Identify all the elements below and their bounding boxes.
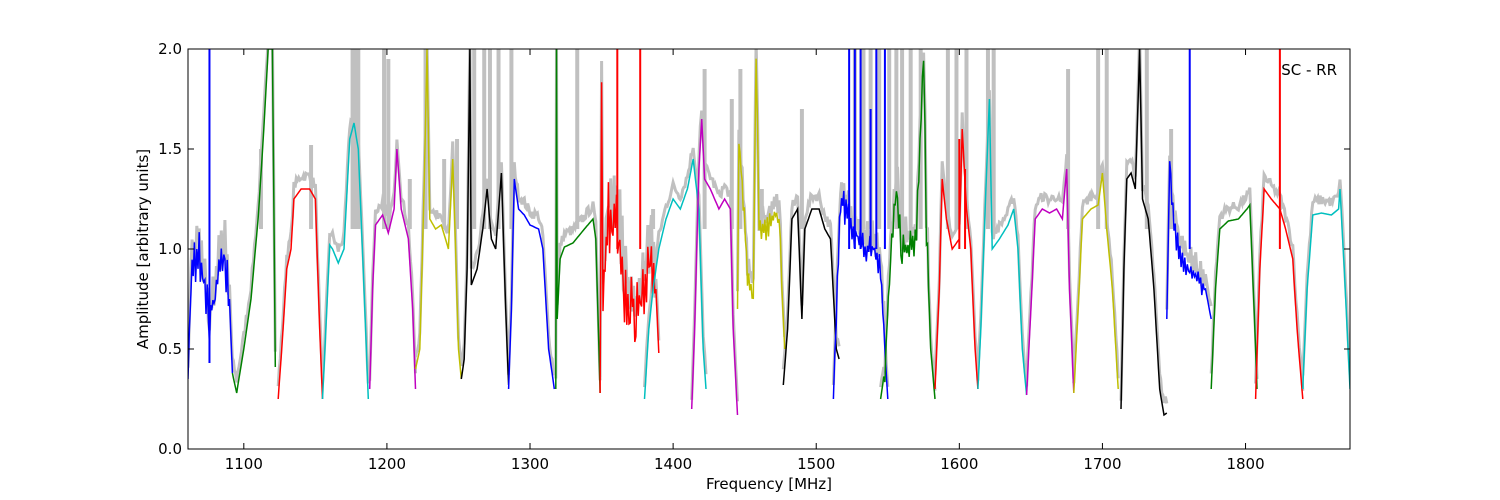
series-line — [231, 49, 277, 394]
series-band09 — [555, 49, 601, 394]
background-trace-segment — [1301, 179, 1350, 376]
y-tick-label: 0.5 — [158, 340, 182, 358]
series-band13 — [736, 58, 786, 350]
series-band25 — [1302, 188, 1350, 390]
series-line — [368, 148, 417, 390]
x-tick-label: 1300 — [511, 455, 549, 473]
x-tick-label: 1400 — [654, 455, 692, 473]
series-line — [977, 98, 1028, 396]
background-trace-segment — [368, 139, 417, 381]
series-line — [1025, 168, 1075, 396]
series-line — [555, 49, 601, 394]
background-trace-segment — [1025, 154, 1076, 387]
x-tick-label: 1200 — [368, 455, 406, 473]
series-band04 — [321, 122, 370, 400]
series-band17 — [934, 128, 979, 390]
x-tick-label: 1800 — [1226, 455, 1264, 473]
background-trace-segment — [276, 169, 324, 387]
series-line — [643, 158, 707, 400]
series-line — [736, 58, 786, 350]
series-line — [277, 188, 324, 400]
background-trace-segment — [781, 187, 841, 370]
series-band20 — [1073, 172, 1119, 394]
background-trace-segment — [1209, 187, 1259, 379]
series-line — [690, 118, 739, 416]
x-axis-label: Frequency [MHz] — [706, 475, 832, 493]
series-line — [321, 122, 370, 400]
series-line — [934, 128, 979, 390]
series-line — [1210, 202, 1258, 390]
x-tick-label: 1700 — [1083, 455, 1121, 473]
series-band23 — [1210, 202, 1258, 390]
series-band21 — [1120, 49, 1168, 417]
background-trace-segment — [507, 162, 556, 376]
series-line — [1302, 188, 1350, 390]
series-band05 — [368, 148, 417, 390]
series-line — [879, 60, 936, 400]
background-trace-segment — [1119, 49, 1169, 404]
x-tick-label: 1600 — [940, 455, 978, 473]
series-line — [1073, 172, 1119, 394]
y-tick-label: 1.5 — [158, 140, 182, 158]
series-band02 — [231, 49, 277, 394]
series-band06 — [414, 49, 463, 380]
series-band10 — [599, 49, 660, 394]
x-tick-label: 1100 — [225, 455, 263, 473]
series-band08 — [507, 178, 556, 390]
series-line — [414, 49, 463, 380]
series-band01 — [188, 49, 234, 380]
series-band22 — [1166, 49, 1212, 320]
y-tick-label: 2.0 — [158, 40, 182, 58]
background-trace-segment — [231, 49, 277, 383]
series-band18 — [977, 98, 1028, 396]
series-band03 — [277, 188, 324, 400]
series-band24 — [1254, 49, 1304, 400]
series-line — [507, 178, 556, 390]
series-band15 — [832, 49, 889, 400]
series-line — [1166, 161, 1212, 320]
series-band14 — [782, 206, 840, 386]
panel-annotation: SC - RR — [1281, 61, 1337, 79]
y-tick-label: 0.0 — [158, 440, 182, 458]
y-tick-label: 1.0 — [158, 240, 182, 258]
series-line — [1120, 49, 1168, 417]
series-band11 — [643, 158, 707, 400]
series-band19 — [1025, 168, 1075, 396]
series-layer — [188, 49, 1350, 417]
background-trace-segment — [1165, 155, 1213, 310]
background-trace-segment — [976, 90, 1029, 385]
y-axis: 0.0 0.5 1.0 1.5 2.0 — [158, 40, 1350, 458]
y-axis-label: Amplitude [arbitrary units] — [134, 149, 152, 349]
series-band16 — [879, 60, 936, 400]
x-tick-label: 1500 — [797, 455, 835, 473]
series-line — [460, 49, 510, 386]
series-band12 — [690, 118, 739, 416]
series-line — [782, 206, 840, 386]
x-axis: 1100 1200 1300 1400 1500 1600 1700 1800 — [225, 49, 1265, 473]
series-band07 — [460, 49, 510, 386]
series-line — [599, 82, 660, 394]
